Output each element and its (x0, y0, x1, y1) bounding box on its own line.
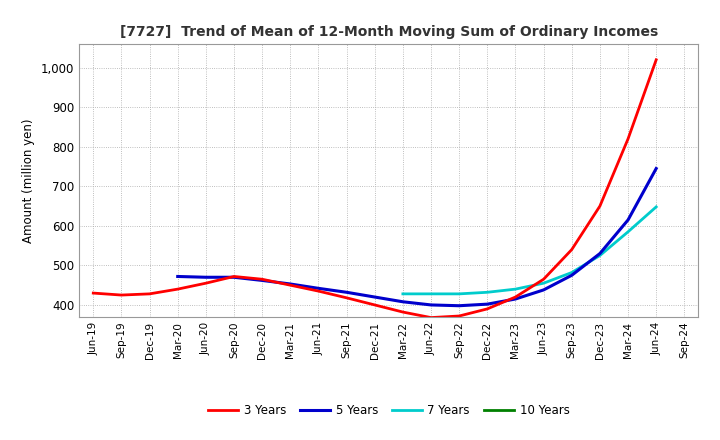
5 Years (370, 294, 379, 300)
3 Years (286, 282, 294, 288)
5 Years (624, 217, 632, 223)
5 Years (342, 290, 351, 295)
7 Years (539, 281, 548, 286)
3 Years (258, 277, 266, 282)
5 Years (539, 287, 548, 293)
5 Years (174, 274, 182, 279)
Y-axis label: Amount (million yen): Amount (million yen) (22, 118, 35, 242)
5 Years (230, 275, 238, 280)
3 Years (230, 274, 238, 279)
3 Years (567, 247, 576, 252)
3 Years (202, 281, 210, 286)
7 Years (427, 291, 436, 297)
Line: 7 Years: 7 Years (403, 207, 656, 294)
3 Years (595, 203, 604, 209)
7 Years (399, 291, 408, 297)
5 Years (652, 166, 660, 171)
7 Years (624, 229, 632, 235)
3 Years (483, 306, 492, 312)
7 Years (511, 286, 520, 292)
3 Years (370, 302, 379, 308)
3 Years (511, 294, 520, 300)
3 Years (399, 309, 408, 315)
3 Years (427, 315, 436, 320)
5 Years (314, 286, 323, 291)
3 Years (539, 277, 548, 282)
5 Years (399, 299, 408, 304)
5 Years (202, 275, 210, 280)
3 Years (652, 57, 660, 62)
5 Years (258, 278, 266, 283)
7 Years (567, 270, 576, 275)
7 Years (652, 204, 660, 209)
3 Years (174, 286, 182, 292)
5 Years (567, 273, 576, 278)
3 Years (624, 136, 632, 142)
5 Years (427, 302, 436, 308)
7 Years (483, 290, 492, 295)
3 Years (314, 289, 323, 294)
5 Years (286, 281, 294, 286)
Title: [7727]  Trend of Mean of 12-Month Moving Sum of Ordinary Incomes: [7727] Trend of Mean of 12-Month Moving … (120, 25, 658, 39)
3 Years (89, 290, 98, 296)
3 Years (455, 313, 464, 319)
7 Years (455, 291, 464, 297)
3 Years (145, 291, 154, 297)
5 Years (455, 303, 464, 308)
5 Years (511, 297, 520, 302)
Legend: 3 Years, 5 Years, 7 Years, 10 Years: 3 Years, 5 Years, 7 Years, 10 Years (204, 399, 574, 422)
7 Years (595, 253, 604, 258)
3 Years (342, 295, 351, 301)
Line: 3 Years: 3 Years (94, 60, 656, 318)
5 Years (595, 251, 604, 256)
Line: 5 Years: 5 Years (178, 169, 656, 306)
5 Years (483, 301, 492, 307)
3 Years (117, 293, 126, 298)
